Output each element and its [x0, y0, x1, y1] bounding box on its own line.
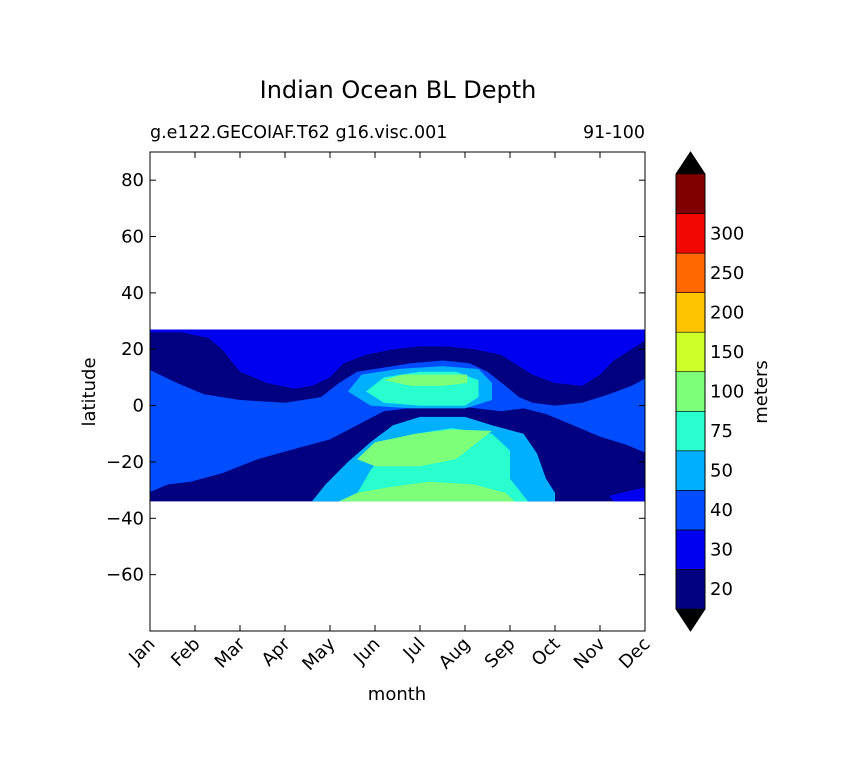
x-tick-label: Dec: [615, 634, 654, 673]
colorbar-extend-min: [676, 609, 705, 631]
x-tick-label: Apr: [258, 633, 295, 670]
colorbar-tick-label: 40: [710, 500, 733, 521]
y-tick-label: 60: [121, 227, 144, 248]
plot-frame: [149, 151, 646, 632]
y-tick-label: −60: [106, 565, 144, 586]
colorbar-segment: [675, 213, 706, 254]
x-tick-label: Feb: [167, 634, 204, 671]
chart-title: Indian Ocean BL Depth: [260, 76, 537, 104]
colorbar-tick-label: 150: [710, 342, 744, 363]
x-tick-label: Aug: [435, 634, 475, 674]
y-tick-label: 0: [133, 396, 144, 417]
colorbar-segment: [675, 371, 706, 412]
colorbar-outline: [675, 151, 706, 632]
x-tick-label: Nov: [570, 633, 610, 673]
colorbar-segment: [675, 569, 706, 610]
colorbar-tick-label: 250: [710, 263, 744, 284]
x-tick-label: Sep: [481, 634, 520, 673]
y-axis: 80 60 40 20 0 −20 −40 −60: [106, 170, 645, 586]
contour-fill: [150, 329, 645, 502]
y-axis-label: latitude: [79, 357, 100, 426]
contour-band-75-1: [339, 481, 515, 502]
colorbar-segment: [675, 252, 706, 293]
chart-subtitle-left: g.e122.GECOIAF.T62 g16.visc.001: [150, 123, 447, 143]
contour-band-20-2: [609, 487, 645, 502]
x-axis-label: month: [368, 684, 426, 705]
x-tick-label: Oct: [528, 634, 565, 671]
y-tick-label: −20: [106, 452, 144, 473]
contour-band-20-0: [150, 329, 645, 389]
colorbar-label: meters: [751, 360, 772, 424]
colorbar-tick-label: 200: [710, 302, 744, 323]
x-tick-label: Jan: [124, 634, 159, 669]
x-tick-label: Mar: [211, 633, 250, 672]
colorbar-tick-label: 300: [710, 223, 744, 244]
chart-subtitle-right: 91-100: [583, 123, 645, 143]
x-tick-label: Jul: [399, 634, 430, 665]
colorbar-tick-label: 50: [710, 461, 733, 482]
colorbar-tick-label: 30: [710, 540, 733, 561]
colorbar-tick-label: 100: [710, 382, 744, 403]
colorbar-tick-label: 20: [710, 579, 733, 600]
y-tick-label: 20: [121, 339, 144, 360]
y-tick-label: 80: [121, 170, 144, 191]
colorbar: 20 30 40 50 75 100 150 200 250 300: [675, 151, 744, 632]
x-tick-label: May: [298, 633, 339, 674]
colorbar-tick-label: 75: [710, 421, 733, 442]
colorbar-segment: [675, 450, 706, 491]
colorbar-extend-max: [676, 152, 705, 174]
x-tick-label: Jun: [349, 634, 384, 669]
contour-band-75-2: [384, 374, 468, 386]
colorbar-segment: [675, 529, 706, 570]
contour-band-75-0: [357, 429, 492, 467]
y-tick-label: 40: [121, 283, 144, 304]
colorbar-segment: [675, 490, 706, 531]
colorbar-segment: [675, 331, 706, 373]
colorbar-segment: [675, 410, 706, 452]
colorbar-segment: [675, 173, 706, 214]
y-tick-label: −40: [106, 508, 144, 529]
colorbar-segment: [675, 292, 706, 333]
